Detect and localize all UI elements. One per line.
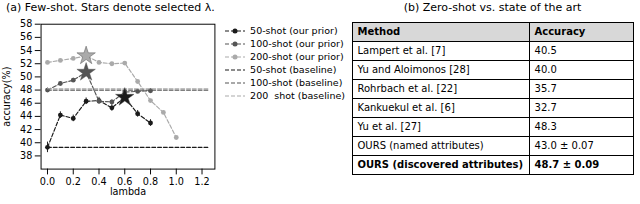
svg-text:52: 52 (20, 58, 32, 69)
svg-text:56: 56 (20, 31, 32, 42)
html-text:35.7: 35.7 (534, 83, 557, 94)
svg-text:48: 48 (20, 84, 32, 95)
svg-text:50: 50 (20, 71, 32, 82)
html-text:Yu and Aloimonos [28]: Yu and Aloimonos [28] (357, 64, 470, 75)
svg-text:1.2: 1.2 (194, 176, 209, 187)
html-text:Rohrbach et al. [22]: Rohrbach et al. [22] (357, 83, 458, 94)
svg-text:44: 44 (20, 110, 32, 121)
html-text:200-shot (our prior): 200-shot (our prior) (250, 51, 344, 62)
svg-text:40: 40 (20, 137, 32, 148)
svg-text:46: 46 (20, 97, 32, 108)
svg-text:42: 42 (20, 124, 32, 135)
html-text:(a) Few-shot. Stars denote sel: (a) Few-shot. Stars denote selected λ. (6, 1, 215, 14)
html-text:OURS (discovered attributes): OURS (discovered attributes) (357, 159, 524, 170)
html-text:48.3: 48.3 (534, 121, 557, 132)
svg-text:1.0: 1.0 (169, 176, 184, 187)
html-text:200 shot (baseline): 200 shot (baseline) (250, 90, 345, 101)
html-text:100-shot (baseline): 100-shot (baseline) (250, 77, 343, 88)
svg-text:38: 38 (20, 150, 32, 161)
svg-text:accuracy(%): accuracy(%) (1, 67, 12, 127)
svg-text:0.6: 0.6 (117, 176, 132, 187)
html-text:40.0: 40.0 (534, 64, 557, 75)
html-text:OURS (named attributes): OURS (named attributes) (357, 140, 484, 151)
svg-text:54: 54 (20, 45, 32, 56)
html-text:50-shot (our prior): 50-shot (our prior) (250, 25, 338, 36)
html-text:Kankuekul et al. [6]: Kankuekul et al. [6] (357, 102, 455, 113)
html-text:Accuracy: Accuracy (534, 26, 586, 37)
html-text:Method: Method (357, 26, 401, 37)
html-text:Lampert et al. [7]: Lampert et al. [7] (357, 45, 446, 56)
svg-text:0.0: 0.0 (40, 176, 55, 187)
html-text:40.5: 40.5 (534, 45, 557, 56)
html-text:50-shot (baseline): 50-shot (baseline) (250, 64, 337, 75)
html-text:(b) Zero-shot vs. state of the: (b) Zero-shot vs. state of the art (403, 1, 582, 14)
svg-text:0.4: 0.4 (91, 176, 106, 187)
svg-text:0.2: 0.2 (66, 176, 81, 187)
html-text:Yu et al. [27]: Yu et al. [27] (357, 121, 421, 132)
svg-text:0.8: 0.8 (143, 176, 158, 187)
svg-text:lambda: lambda (110, 186, 146, 197)
html-text:100-shot (our prior): 100-shot (our prior) (250, 38, 344, 49)
html-text:48.7 ± 0.09: 48.7 ± 0.09 (534, 159, 600, 170)
html-text:32.7: 32.7 (534, 102, 557, 113)
html-text:43.0 ± 0.07: 43.0 ± 0.07 (534, 140, 594, 151)
svg-text:58: 58 (20, 18, 32, 29)
